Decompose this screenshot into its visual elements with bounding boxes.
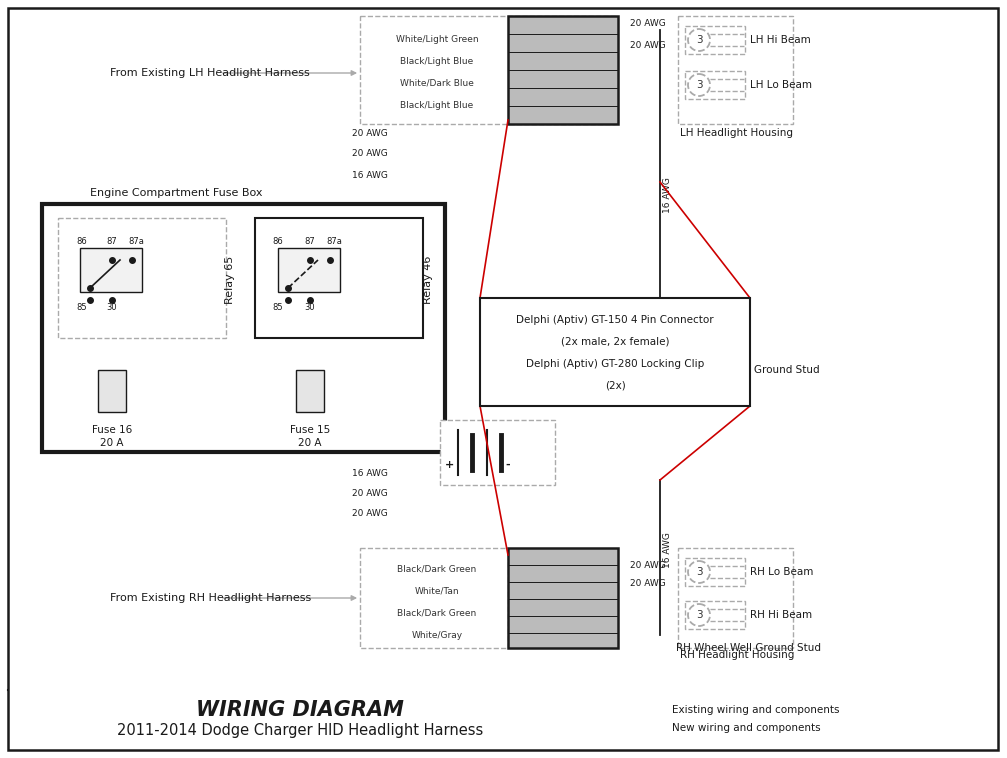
Text: LH Wheel Well Ground Stud: LH Wheel Well Ground Stud [676,365,820,375]
Text: RH Wheel Well Ground Stud: RH Wheel Well Ground Stud [676,643,821,653]
Text: Black/Dark Green: Black/Dark Green [398,565,476,574]
Text: 3: 3 [696,80,702,90]
Text: +: + [445,460,454,470]
Bar [685,558,745,586]
Bar [255,218,423,338]
Text: Fuse 16: Fuse 16 [92,425,132,435]
Text: 87: 87 [107,236,118,246]
Text: (2x): (2x) [604,381,625,391]
Text: 16 AWG: 16 AWG [352,468,388,478]
Text: 20 AWG: 20 AWG [630,560,666,569]
Text: White/Light Green: White/Light Green [396,35,478,43]
Text: White/Tan: White/Tan [415,587,459,596]
Text: LH Headlight Housing: LH Headlight Housing [681,128,794,138]
Text: 3: 3 [696,567,702,577]
Text: 20 A: 20 A [101,438,124,448]
Text: -: - [506,460,511,470]
Text: 20 AWG: 20 AWG [630,18,666,27]
Text: Relay 65: Relay 65 [225,256,235,304]
Text: (2x male, 2x female): (2x male, 2x female) [561,337,670,347]
Text: 16 AWG: 16 AWG [352,171,388,180]
Text: 16 AWG: 16 AWG [663,532,672,568]
Text: RH Hi Beam: RH Hi Beam [750,610,812,620]
Text: 20 AWG: 20 AWG [630,578,666,587]
Text: 87a: 87a [128,236,144,246]
Text: 85: 85 [273,303,283,312]
Text: 3: 3 [696,610,702,620]
Bar [685,26,745,54]
Text: 20 AWG: 20 AWG [630,40,666,49]
Text: 87a: 87a [326,236,342,246]
Bar [480,298,750,406]
Text: 20 A: 20 A [298,438,322,448]
Bar [440,420,555,485]
Text: 20 AWG: 20 AWG [352,509,388,518]
Text: White/Dark Blue: White/Dark Blue [400,79,474,87]
Bar [98,370,126,412]
Text: WIRING DIAGRAM: WIRING DIAGRAM [196,700,404,720]
Text: 20 AWG: 20 AWG [352,488,388,497]
Text: White/Gray: White/Gray [412,631,462,640]
Bar [42,204,445,452]
Bar [296,370,324,412]
Text: 30: 30 [305,303,315,312]
Bar [508,16,618,124]
Text: 20 AWG: 20 AWG [352,149,388,158]
Text: Relay 46: Relay 46 [423,255,433,304]
Text: 85: 85 [77,303,88,312]
Text: LH Hi Beam: LH Hi Beam [750,35,811,45]
Text: 3: 3 [696,35,702,45]
Text: Existing wiring and components: Existing wiring and components [672,705,840,715]
Text: New wiring and components: New wiring and components [672,723,821,733]
Bar [678,548,793,648]
Text: 86: 86 [77,236,88,246]
Bar [58,218,226,338]
Text: 87: 87 [305,236,315,246]
Text: Black/Dark Green: Black/Dark Green [398,609,476,618]
Text: RH Headlight Housing: RH Headlight Housing [680,650,795,660]
Text: Black/Light Blue: Black/Light Blue [401,57,473,65]
Text: 20 AWG: 20 AWG [352,129,388,137]
Text: Delphi (Aptiv) GT-280 Locking Clip: Delphi (Aptiv) GT-280 Locking Clip [526,359,704,369]
Bar [678,16,793,124]
Bar [359,548,508,648]
Text: Engine Compartment Fuse Box: Engine Compartment Fuse Box [90,188,263,198]
Text: LH Lo Beam: LH Lo Beam [750,80,812,90]
Text: 86: 86 [273,236,283,246]
Text: Black/Light Blue: Black/Light Blue [401,101,473,109]
Bar [685,601,745,629]
Text: Delphi (Aptiv) GT-150 4 Pin Connector: Delphi (Aptiv) GT-150 4 Pin Connector [517,315,714,325]
Bar [685,71,745,99]
Text: 16 AWG: 16 AWG [663,177,672,213]
Text: 2011-2014 Dodge Charger HID Headlight Harness: 2011-2014 Dodge Charger HID Headlight Ha… [117,722,483,738]
Text: From Existing RH Headlight Harness: From Existing RH Headlight Harness [110,593,311,603]
Text: RH Lo Beam: RH Lo Beam [750,567,814,577]
Text: From Existing LH Headlight Harness: From Existing LH Headlight Harness [110,68,310,78]
Text: 30: 30 [107,303,117,312]
Bar [278,248,340,292]
Bar [80,248,142,292]
Bar [508,548,618,648]
Bar [359,16,615,124]
Text: Fuse 15: Fuse 15 [290,425,330,435]
